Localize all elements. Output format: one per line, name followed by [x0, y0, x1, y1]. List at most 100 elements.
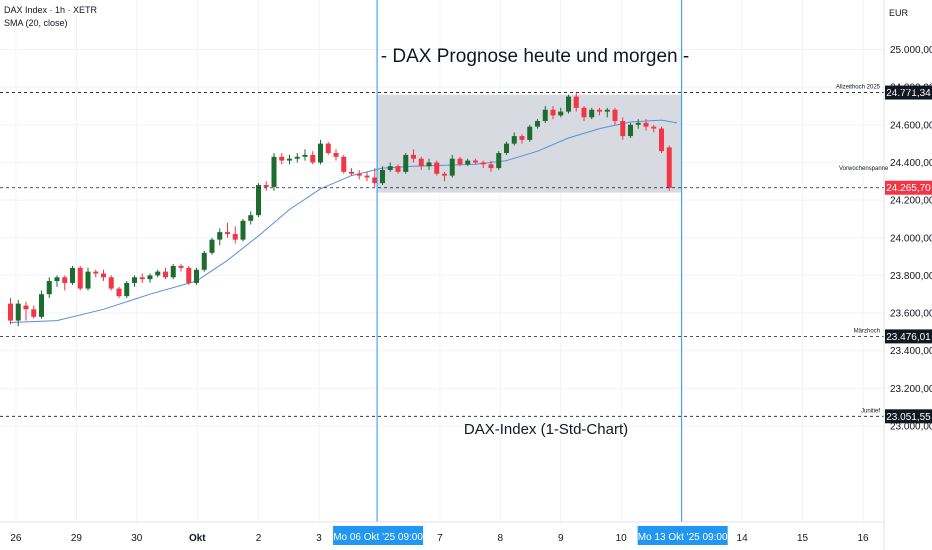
candle-body — [194, 269, 199, 283]
candle-body — [70, 267, 75, 283]
candle-body — [248, 215, 254, 221]
candle — [279, 153, 285, 165]
candle — [325, 141, 331, 155]
candle — [620, 117, 626, 140]
candle — [240, 218, 246, 242]
candle-body — [511, 136, 517, 144]
candle-body — [635, 122, 641, 125]
candle — [457, 156, 463, 167]
candle — [232, 226, 238, 244]
candle-body — [465, 160, 471, 165]
candle-body — [426, 162, 432, 167]
candle-body — [457, 158, 463, 165]
candle — [39, 290, 44, 319]
x-tick-label: Okt — [189, 533, 206, 544]
candle — [356, 169, 362, 180]
x-tick-label: 15 — [797, 533, 809, 544]
price-level-value: 24.771,34 — [886, 88, 931, 99]
candle-body — [442, 173, 447, 176]
candle — [8, 297, 13, 325]
candle — [426, 158, 432, 170]
candle-body — [372, 177, 378, 184]
candle — [287, 154, 292, 165]
candle — [504, 141, 509, 155]
candle-body — [178, 265, 184, 268]
candle-body — [318, 143, 323, 163]
candle-body — [395, 166, 401, 172]
candle-body — [496, 153, 502, 169]
candle — [209, 237, 215, 255]
candle-body — [473, 160, 478, 163]
candle — [101, 269, 106, 282]
price-level-name: Märzhoch — [854, 328, 880, 334]
candle — [132, 275, 137, 287]
candle-body — [418, 158, 424, 167]
candle-body — [612, 109, 618, 122]
candle — [511, 132, 517, 146]
candle — [519, 134, 525, 144]
candle-body — [387, 166, 393, 170]
candle — [597, 107, 602, 116]
candle-body — [589, 109, 595, 118]
price-level-name: Allzeithoch 2025 — [836, 85, 881, 91]
candle — [294, 153, 300, 163]
candle — [372, 168, 378, 187]
candle — [54, 275, 60, 287]
candle — [542, 105, 548, 123]
candle — [31, 305, 37, 319]
candle — [651, 124, 657, 133]
candle-body — [488, 164, 494, 169]
y-tick-label: 24.600,00 — [890, 120, 932, 131]
candle-body — [403, 154, 409, 172]
date-marker-badge — [333, 526, 424, 545]
y-tick-label: 24.000,00 — [890, 233, 932, 244]
candle — [155, 269, 161, 278]
candle-body — [480, 162, 486, 165]
candle-body — [186, 267, 192, 283]
previous-week-range-zone[interactable] — [377, 94, 682, 193]
candle — [418, 156, 424, 170]
candle — [387, 162, 393, 172]
x-tick-label: 9 — [558, 533, 564, 544]
candle-body — [566, 96, 571, 112]
candle — [581, 105, 587, 122]
candle-body — [209, 239, 215, 253]
candle-body — [163, 271, 168, 278]
candle — [46, 277, 52, 298]
price-level-badge — [885, 180, 932, 195]
candle-body — [573, 96, 579, 108]
candle — [643, 119, 649, 131]
candle — [573, 92, 579, 112]
candle — [488, 160, 494, 172]
chart-title: - DAX Prognose heute und morgen - — [381, 46, 689, 67]
candle — [163, 267, 168, 280]
candle — [263, 181, 269, 191]
y-tick-label: 23.000,00 — [890, 422, 932, 433]
candle-body — [449, 158, 455, 176]
candle — [465, 158, 471, 167]
candle — [589, 107, 595, 120]
date-marker-badge — [637, 526, 728, 545]
candle-body — [77, 267, 83, 289]
candle — [380, 166, 385, 186]
candle — [604, 107, 610, 118]
candle-body — [101, 273, 106, 278]
price-level-value: 23.476,01 — [886, 332, 931, 343]
candle — [147, 273, 153, 283]
candle-body — [8, 303, 13, 321]
candle — [480, 160, 486, 169]
candle — [659, 126, 664, 154]
price-level-value: 23.051,55 — [886, 412, 931, 423]
candle — [77, 265, 83, 291]
x-tick-label: 16 — [857, 533, 869, 544]
candle — [124, 281, 130, 298]
candle-body — [310, 154, 316, 163]
candle — [70, 265, 75, 285]
candle — [85, 267, 91, 291]
candle-body — [93, 271, 99, 274]
y-tick-label: 25.000,00 — [890, 45, 932, 56]
candle-body — [535, 121, 540, 127]
candle — [310, 151, 316, 165]
